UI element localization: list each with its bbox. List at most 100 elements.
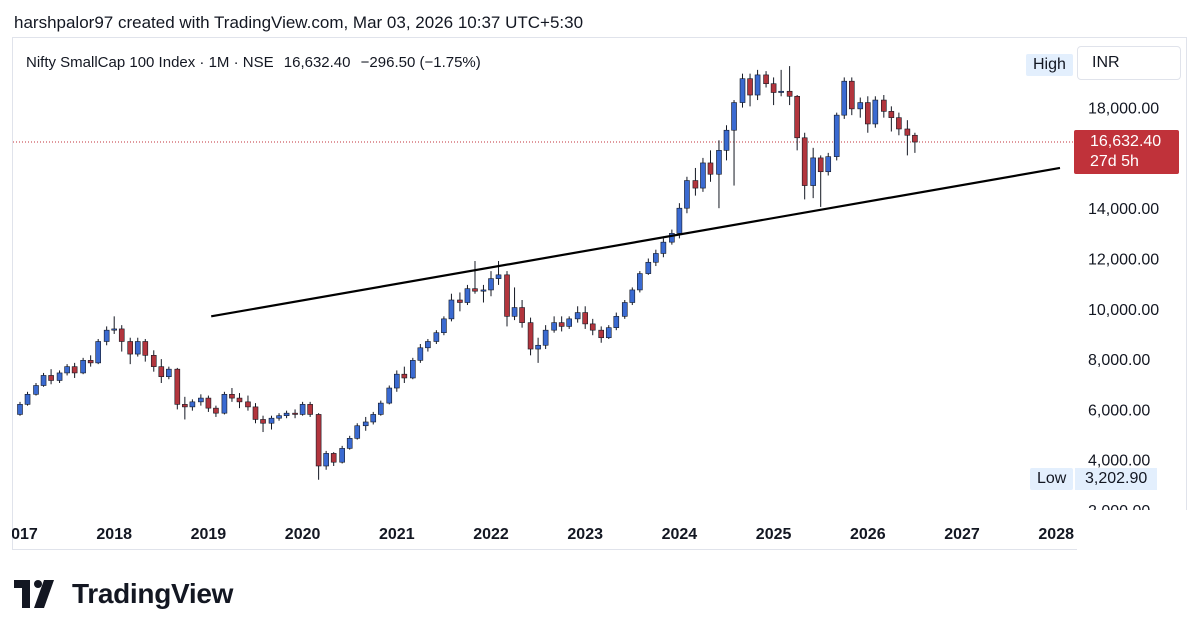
candle-body[interactable]	[80, 360, 86, 374]
candle-body[interactable]	[166, 368, 172, 378]
candle-body[interactable]	[605, 327, 612, 339]
candle-body[interactable]	[731, 102, 737, 131]
candle-body[interactable]	[495, 274, 502, 279]
candle-body[interactable]	[912, 134, 918, 143]
candle-body[interactable]	[841, 80, 848, 116]
candle-body[interactable]	[213, 407, 219, 414]
candle-body[interactable]	[236, 397, 243, 403]
candle-body[interactable]	[174, 368, 181, 405]
candle-body[interactable]	[786, 90, 793, 97]
candle-body[interactable]	[386, 387, 393, 404]
candle-body[interactable]	[794, 95, 800, 139]
candle-body[interactable]	[362, 421, 369, 427]
candle-body[interactable]	[810, 157, 816, 186]
candle-body[interactable]	[441, 318, 447, 333]
candle-body[interactable]	[692, 180, 699, 189]
candle-body[interactable]	[653, 253, 659, 263]
candle-body[interactable]	[307, 404, 313, 415]
candle-body[interactable]	[401, 373, 408, 379]
candle-body[interactable]	[134, 341, 141, 355]
candle-body[interactable]	[339, 448, 345, 463]
candle-body[interactable]	[723, 129, 730, 151]
candle-body[interactable]	[48, 375, 54, 381]
candle-body[interactable]	[684, 180, 690, 209]
candle-body[interactable]	[71, 366, 78, 374]
candle-body[interactable]	[817, 157, 824, 173]
candle-body[interactable]	[511, 307, 518, 317]
candle-body[interactable]	[566, 318, 572, 327]
candle-body[interactable]	[747, 78, 753, 96]
candle-body[interactable]	[268, 417, 275, 424]
candle-body[interactable]	[598, 329, 605, 339]
candle-body[interactable]	[488, 278, 494, 291]
candle-body[interactable]	[189, 401, 196, 408]
candle-body[interactable]	[904, 128, 911, 136]
candle-body[interactable]	[464, 288, 471, 303]
candle-body[interactable]	[637, 273, 643, 291]
candle-body[interactable]	[480, 289, 487, 292]
candle-body[interactable]	[519, 307, 525, 323]
candle-body[interactable]	[778, 90, 784, 93]
candle-body[interactable]	[660, 241, 667, 254]
candle-body[interactable]	[127, 341, 134, 355]
candle-body[interactable]	[370, 414, 377, 423]
candle-body[interactable]	[770, 83, 777, 93]
candle-body[interactable]	[801, 137, 808, 186]
candle-body[interactable]	[472, 288, 478, 292]
candle-body[interactable]	[645, 261, 652, 274]
candle-body[interactable]	[527, 322, 534, 350]
candle-body[interactable]	[864, 102, 871, 125]
candle-body[interactable]	[354, 425, 361, 439]
candle-body[interactable]	[763, 74, 769, 85]
candle-body[interactable]	[700, 162, 706, 189]
candle-body[interactable]	[276, 415, 282, 419]
candle-body[interactable]	[535, 344, 541, 350]
candle-body[interactable]	[118, 328, 125, 342]
candle-body[interactable]	[95, 341, 101, 364]
candle-body[interactable]	[56, 372, 63, 381]
candle-body[interactable]	[221, 394, 228, 414]
candle-body[interactable]	[205, 397, 212, 409]
candle-body[interactable]	[330, 453, 337, 463]
candle-body[interactable]	[629, 289, 636, 303]
candle-body[interactable]	[24, 394, 31, 405]
candle-body[interactable]	[669, 233, 675, 243]
candle-body[interactable]	[111, 328, 117, 331]
candle-body[interactable]	[150, 355, 157, 367]
candle-body[interactable]	[33, 385, 39, 395]
candle-body[interactable]	[198, 397, 204, 403]
candle-body[interactable]	[425, 341, 431, 349]
candle-body[interactable]	[64, 366, 70, 374]
candle-body[interactable]	[393, 373, 400, 389]
currency-selector[interactable]: INR	[1077, 46, 1181, 80]
candle-body[interactable]	[323, 453, 329, 467]
candle-body[interactable]	[252, 406, 259, 420]
candle-body[interactable]	[542, 329, 549, 346]
candle-body[interactable]	[872, 99, 879, 125]
candle-body[interactable]	[848, 80, 855, 110]
candle-body[interactable]	[716, 150, 722, 175]
candle-body[interactable]	[857, 102, 864, 110]
tradingview-logo[interactable]: TradingView	[14, 578, 233, 610]
candle-body[interactable]	[292, 412, 298, 415]
candle-body[interactable]	[260, 419, 266, 424]
candle-body[interactable]	[315, 414, 322, 467]
candle-body[interactable]	[433, 332, 440, 342]
candle-body[interactable]	[17, 404, 23, 415]
candle-body[interactable]	[558, 322, 565, 327]
candle-body[interactable]	[574, 312, 581, 320]
candle-body[interactable]	[504, 274, 510, 317]
candle-body[interactable]	[142, 341, 149, 356]
candle-body[interactable]	[739, 78, 746, 103]
candle-body[interactable]	[346, 438, 353, 449]
candle-body[interactable]	[613, 316, 620, 328]
candle-body[interactable]	[103, 329, 110, 342]
candle-body[interactable]	[417, 347, 424, 361]
candle-body[interactable]	[881, 99, 887, 112]
candle-body[interactable]	[182, 404, 188, 408]
candle-body[interactable]	[448, 299, 455, 320]
candle-body[interactable]	[825, 156, 832, 173]
candle-body[interactable]	[410, 360, 416, 379]
candle-body[interactable]	[377, 402, 384, 415]
